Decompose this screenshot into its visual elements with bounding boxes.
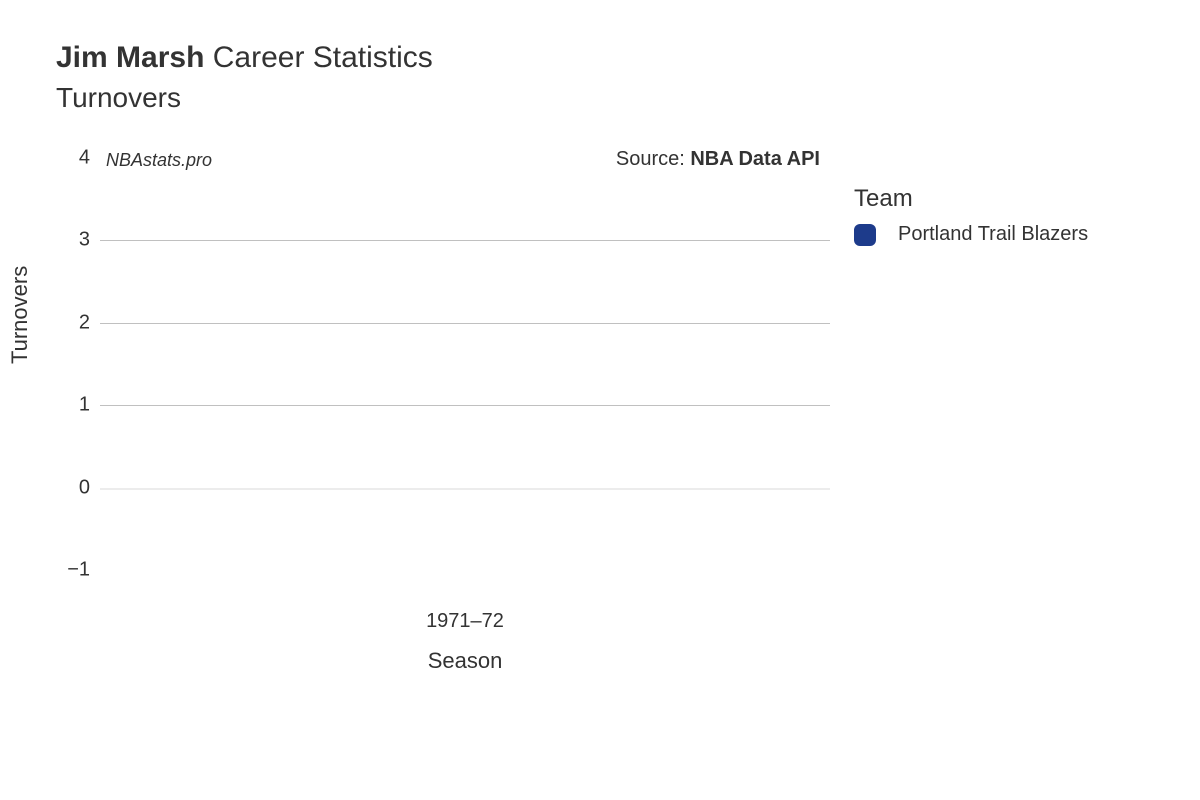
chart-title-block: Jim Marsh Career Statistics Turnovers — [56, 40, 433, 114]
player-name: Jim Marsh — [56, 41, 204, 74]
legend-item: Portland Trail Blazers — [854, 223, 1088, 246]
gridline — [100, 488, 830, 490]
plot-area: NBAstats.pro Source: NBA Data API Season… — [100, 158, 830, 570]
chart-title: Jim Marsh Career Statistics — [56, 40, 433, 76]
x-tick-label: 1971–72 — [426, 570, 504, 633]
gridline — [100, 323, 830, 324]
gridline — [100, 240, 830, 241]
chart-subtitle: Turnovers — [56, 82, 433, 114]
y-tick-label: 3 — [79, 229, 100, 252]
legend-item-label: Portland Trail Blazers — [898, 223, 1088, 246]
y-tick-label: 0 — [79, 476, 100, 499]
y-tick-label: −1 — [67, 559, 100, 582]
y-tick-label: 1 — [79, 394, 100, 417]
watermark-text: NBAstats.pro — [106, 150, 212, 171]
gridline — [100, 405, 830, 406]
y-tick-label: 4 — [79, 147, 100, 170]
y-axis-label: Turnovers — [7, 266, 33, 364]
source-prefix: Source: — [616, 148, 690, 170]
career-stats-chart: Jim Marsh Career Statistics Turnovers Tu… — [0, 0, 1200, 800]
title-suffix: Career Statistics — [213, 41, 433, 74]
y-tick-label: 2 — [79, 311, 100, 334]
legend-swatch — [854, 224, 876, 246]
legend-title: Team — [854, 185, 1088, 213]
source-name: NBA Data API — [690, 148, 820, 170]
legend: Team Portland Trail Blazers — [854, 185, 1088, 246]
source-credit: Source: NBA Data API — [616, 148, 820, 171]
